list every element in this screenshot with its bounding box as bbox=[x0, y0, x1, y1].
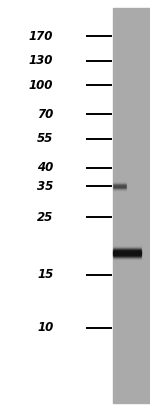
Bar bbox=[113, 252, 141, 253]
Bar bbox=[113, 253, 141, 254]
Bar bbox=[113, 246, 141, 247]
Bar bbox=[113, 256, 141, 257]
Text: 100: 100 bbox=[29, 79, 53, 92]
Bar bbox=[113, 249, 141, 250]
Bar bbox=[113, 250, 141, 251]
Bar bbox=[113, 247, 141, 248]
Bar bbox=[113, 8, 150, 403]
Bar bbox=[113, 257, 141, 258]
Text: 40: 40 bbox=[37, 161, 53, 174]
Bar bbox=[113, 254, 141, 255]
Text: 15: 15 bbox=[37, 268, 53, 281]
Text: 10: 10 bbox=[37, 321, 53, 335]
Bar bbox=[113, 251, 141, 252]
Text: 35: 35 bbox=[37, 180, 53, 193]
Text: 55: 55 bbox=[37, 132, 53, 145]
Text: 25: 25 bbox=[37, 210, 53, 224]
Bar bbox=[113, 258, 141, 259]
Text: 70: 70 bbox=[37, 108, 53, 121]
Text: 130: 130 bbox=[29, 54, 53, 67]
Bar bbox=[113, 255, 141, 256]
Text: 170: 170 bbox=[29, 30, 53, 43]
Bar bbox=[113, 248, 141, 249]
